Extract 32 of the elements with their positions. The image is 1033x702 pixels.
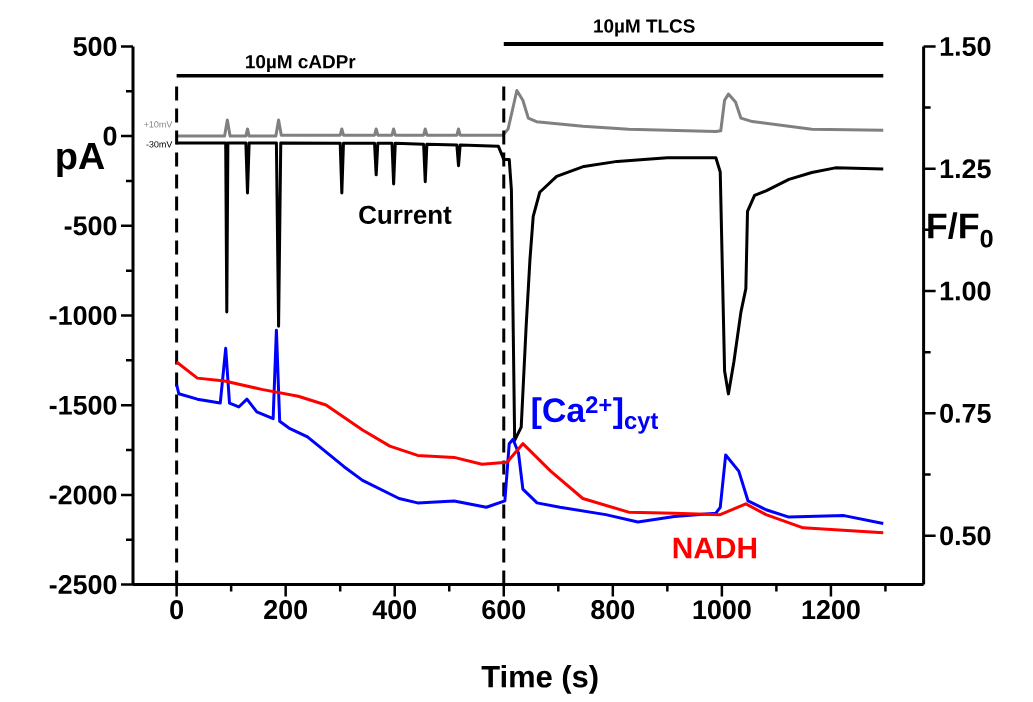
series-label: [Ca$^{2+}$]$_{cyt}$ [532,396,659,434]
y-tick-label: -2000 [49,485,117,505]
x-tick-label: 1200 [802,600,860,620]
ref-line-label: 10µM cADPr [246,54,356,73]
y-tick-label: -1000 [49,305,117,326]
series-label: NADH [673,537,757,559]
y-axis-title: pA [57,143,105,177]
series-label: Current [359,205,452,225]
x-tick-label: 0 [170,600,183,620]
text: 10µM TLCS [594,19,695,37]
y2-tick-label: 1.00 [940,281,991,301]
x-tick-label: 200 [264,600,307,620]
y-tick-label: -1500 [49,395,117,415]
y2-tick-label: 1.50 [940,36,991,56]
line-series [175,89,885,138]
x-tick-label: 400 [372,600,417,620]
annotation: +10mV [144,121,173,128]
y2-tick-label: 1.25 [940,159,991,179]
x-tick-label: 600 [482,600,526,620]
annotation: -30mV [146,141,173,148]
y2-tick-label: 0.75 [940,403,991,423]
y-tick-label: -500 [64,216,117,236]
line-series [175,360,885,535]
y-tick-label: 0 [103,126,117,146]
y2-axis-title: F/F$_{0}$ [928,212,993,248]
x-tick-label: 1000 [693,600,751,620]
line-series [175,328,885,525]
x-tick-label: 800 [591,600,635,620]
y-tick-label: -2500 [49,575,117,595]
x-axis-title: Time (s) [481,664,598,694]
y2-tick-label: 0.50 [940,526,991,546]
y-tick-label: 500 [73,36,117,56]
